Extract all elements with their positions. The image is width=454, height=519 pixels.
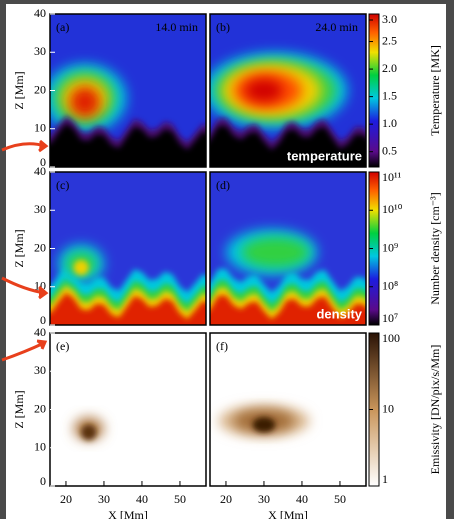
x-tick-label: 30 bbox=[98, 492, 110, 506]
panel bbox=[40, 14, 216, 177]
panel-label: (d) bbox=[216, 178, 230, 192]
y-tick-label: 20 bbox=[34, 240, 46, 254]
y-tick-label: 10 bbox=[34, 440, 46, 454]
row-label: temperature bbox=[287, 148, 362, 163]
panel bbox=[40, 172, 216, 335]
field-blob bbox=[74, 260, 89, 275]
field-blob bbox=[253, 417, 276, 432]
panel-label: (b) bbox=[216, 20, 230, 34]
panel-time: 14.0 min bbox=[155, 20, 198, 34]
field-blob bbox=[245, 79, 283, 102]
colorbar-tick-label: 10⁸ bbox=[382, 279, 398, 293]
y-tick-label: 20 bbox=[34, 401, 46, 415]
colorbar-label: Temperature [MK] bbox=[428, 45, 442, 136]
colorbar-tick-label: 100 bbox=[382, 331, 400, 345]
colorbar-tick-label: 3.0 bbox=[382, 12, 397, 26]
colorbar-label: Number density [cm⁻³] bbox=[428, 192, 442, 305]
colorbar-tick-label: 0.5 bbox=[382, 143, 397, 157]
panel bbox=[210, 333, 366, 486]
colorbar-tick-label: 2.0 bbox=[382, 61, 397, 75]
colorbar-tick-label: 10¹⁰ bbox=[382, 202, 403, 216]
x-tick-label: 50 bbox=[334, 492, 346, 506]
x-axis-label: X [Mm] bbox=[268, 508, 308, 519]
colorbar-tick-label: 1.5 bbox=[382, 88, 397, 102]
y-tick-label: 40 bbox=[34, 6, 46, 20]
y-axis-label: Z [Mm] bbox=[12, 229, 26, 267]
colorbar-tick-label: 10⁹ bbox=[382, 240, 398, 254]
field-blob bbox=[241, 237, 309, 268]
colorbar-tick-label: 10⁷ bbox=[382, 311, 398, 325]
x-tick-label: 30 bbox=[258, 492, 270, 506]
figure: (a) 14.0 min 0 10 20 30 40 Z [Mm] (b) 24.0 min tem… bbox=[0, 0, 454, 519]
colorbar-tick-label: 2.5 bbox=[382, 33, 397, 47]
y-axis-label: Z [Mm] bbox=[12, 71, 26, 109]
y-tick-label: 20 bbox=[34, 82, 46, 96]
y-tick-label: 30 bbox=[34, 202, 46, 216]
x-tick-label: 20 bbox=[220, 492, 232, 506]
y-axis-label: Z [Mm] bbox=[12, 390, 26, 428]
y-tick-label: 30 bbox=[34, 44, 46, 58]
y-tick-label: 10 bbox=[34, 121, 46, 135]
x-tick-label: 40 bbox=[136, 492, 148, 506]
y-tick-label: 0 bbox=[40, 474, 46, 488]
panel-label: (e) bbox=[56, 339, 69, 353]
row-label: density bbox=[316, 306, 362, 321]
y-tick-label: 40 bbox=[34, 164, 46, 178]
x-axis-label: X [Mm] bbox=[108, 508, 148, 519]
field-blob bbox=[70, 87, 100, 118]
colorbar-tick-label: 10¹¹ bbox=[382, 170, 402, 184]
y-tick-label: 30 bbox=[34, 363, 46, 377]
panel-label: (c) bbox=[56, 178, 69, 192]
colorbar-label: Emissivity [DN/pix/s/Mm] bbox=[428, 345, 442, 475]
colorbar bbox=[369, 14, 379, 167]
panel-label: (f) bbox=[216, 339, 228, 353]
x-tick-label: 20 bbox=[60, 492, 72, 506]
panel bbox=[50, 333, 206, 486]
y-tick-label: 40 bbox=[34, 325, 46, 339]
panel-label: (a) bbox=[56, 20, 69, 34]
panel-time: 24.0 min bbox=[315, 20, 358, 34]
field-blob bbox=[81, 425, 96, 440]
x-tick-label: 40 bbox=[296, 492, 308, 506]
colorbar-tick-label: 10 bbox=[382, 401, 394, 415]
x-tick-label: 50 bbox=[174, 492, 186, 506]
panel-background bbox=[50, 333, 206, 486]
colorbar-tick-label: 1 bbox=[382, 472, 388, 486]
colorbar-tick-label: 1.0 bbox=[382, 116, 397, 130]
row-label: AIA 193 Å emission bbox=[242, 467, 362, 482]
